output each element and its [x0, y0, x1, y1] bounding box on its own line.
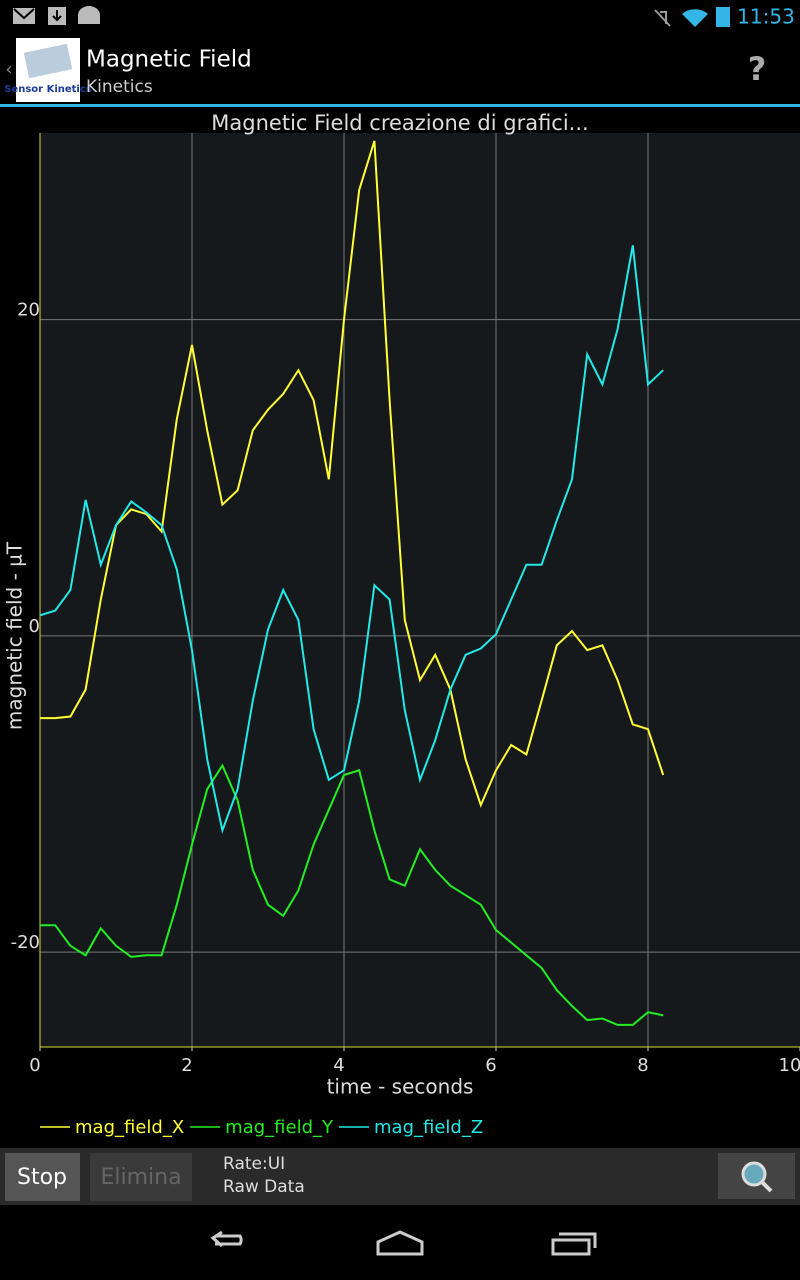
delete-button[interactable] — [90, 1153, 192, 1201]
x-tick-label: 4 — [333, 1055, 344, 1076]
legend-label: mag_field_Z — [374, 1117, 483, 1138]
nav-bar — [210, 1230, 597, 1256]
data-line — [39, 245, 664, 834]
legend-label: mag_field_Y — [225, 1117, 334, 1138]
y-tick-label: 20 — [17, 300, 40, 321]
data-line — [40, 763, 664, 1026]
zoom-icon — [741, 1161, 767, 1187]
x-tick-label: 6 — [485, 1055, 496, 1076]
y-tick-label: 0 — [29, 616, 40, 637]
legend-label: mag_field_X — [75, 1117, 184, 1138]
app-icon-label: Sensor Kinetics — [4, 84, 92, 95]
delete-label: Elimina — [100, 1165, 181, 1190]
stop-label: Stop — [17, 1165, 67, 1190]
app-title: Magnetic Field — [86, 47, 252, 73]
x-tick-label: 0 — [29, 1055, 40, 1076]
rate-label: Rate:UI — [223, 1154, 285, 1174]
home-button[interactable] — [376, 1230, 424, 1256]
plot-area — [40, 133, 800, 1047]
recents-button[interactable] — [551, 1232, 597, 1256]
zoom-handle — [760, 1180, 773, 1193]
chart: Magnetic Field creazione di grafici... t… — [3, 111, 800, 1138]
mode-label: Raw Data — [223, 1177, 305, 1197]
x-axis-label: time - seconds — [327, 1075, 474, 1099]
y-axis-label: magnetic field - µT — [3, 541, 27, 730]
x-tick-label: 10 — [779, 1055, 800, 1076]
y-tick-label: -20 — [11, 932, 40, 953]
back-button[interactable] — [210, 1230, 243, 1248]
app-subtitle: Kinetics — [86, 77, 153, 97]
chart-title: Magnetic Field creazione di grafici... — [211, 111, 588, 135]
app-bar: ‹ Sensor Kinetics Magnetic Field Kinetic… — [0, 38, 800, 107]
data-line — [40, 140, 665, 808]
help-button[interactable]: ? — [748, 50, 767, 88]
clock: 11:53 — [737, 5, 795, 29]
app-bar-divider — [0, 104, 800, 107]
x-tick-label: 2 — [181, 1055, 192, 1076]
stop-button[interactable] — [5, 1153, 80, 1201]
status-icons — [13, 6, 730, 28]
up-caret[interactable]: ‹ — [5, 59, 12, 80]
x-tick-label: 8 — [637, 1055, 648, 1076]
